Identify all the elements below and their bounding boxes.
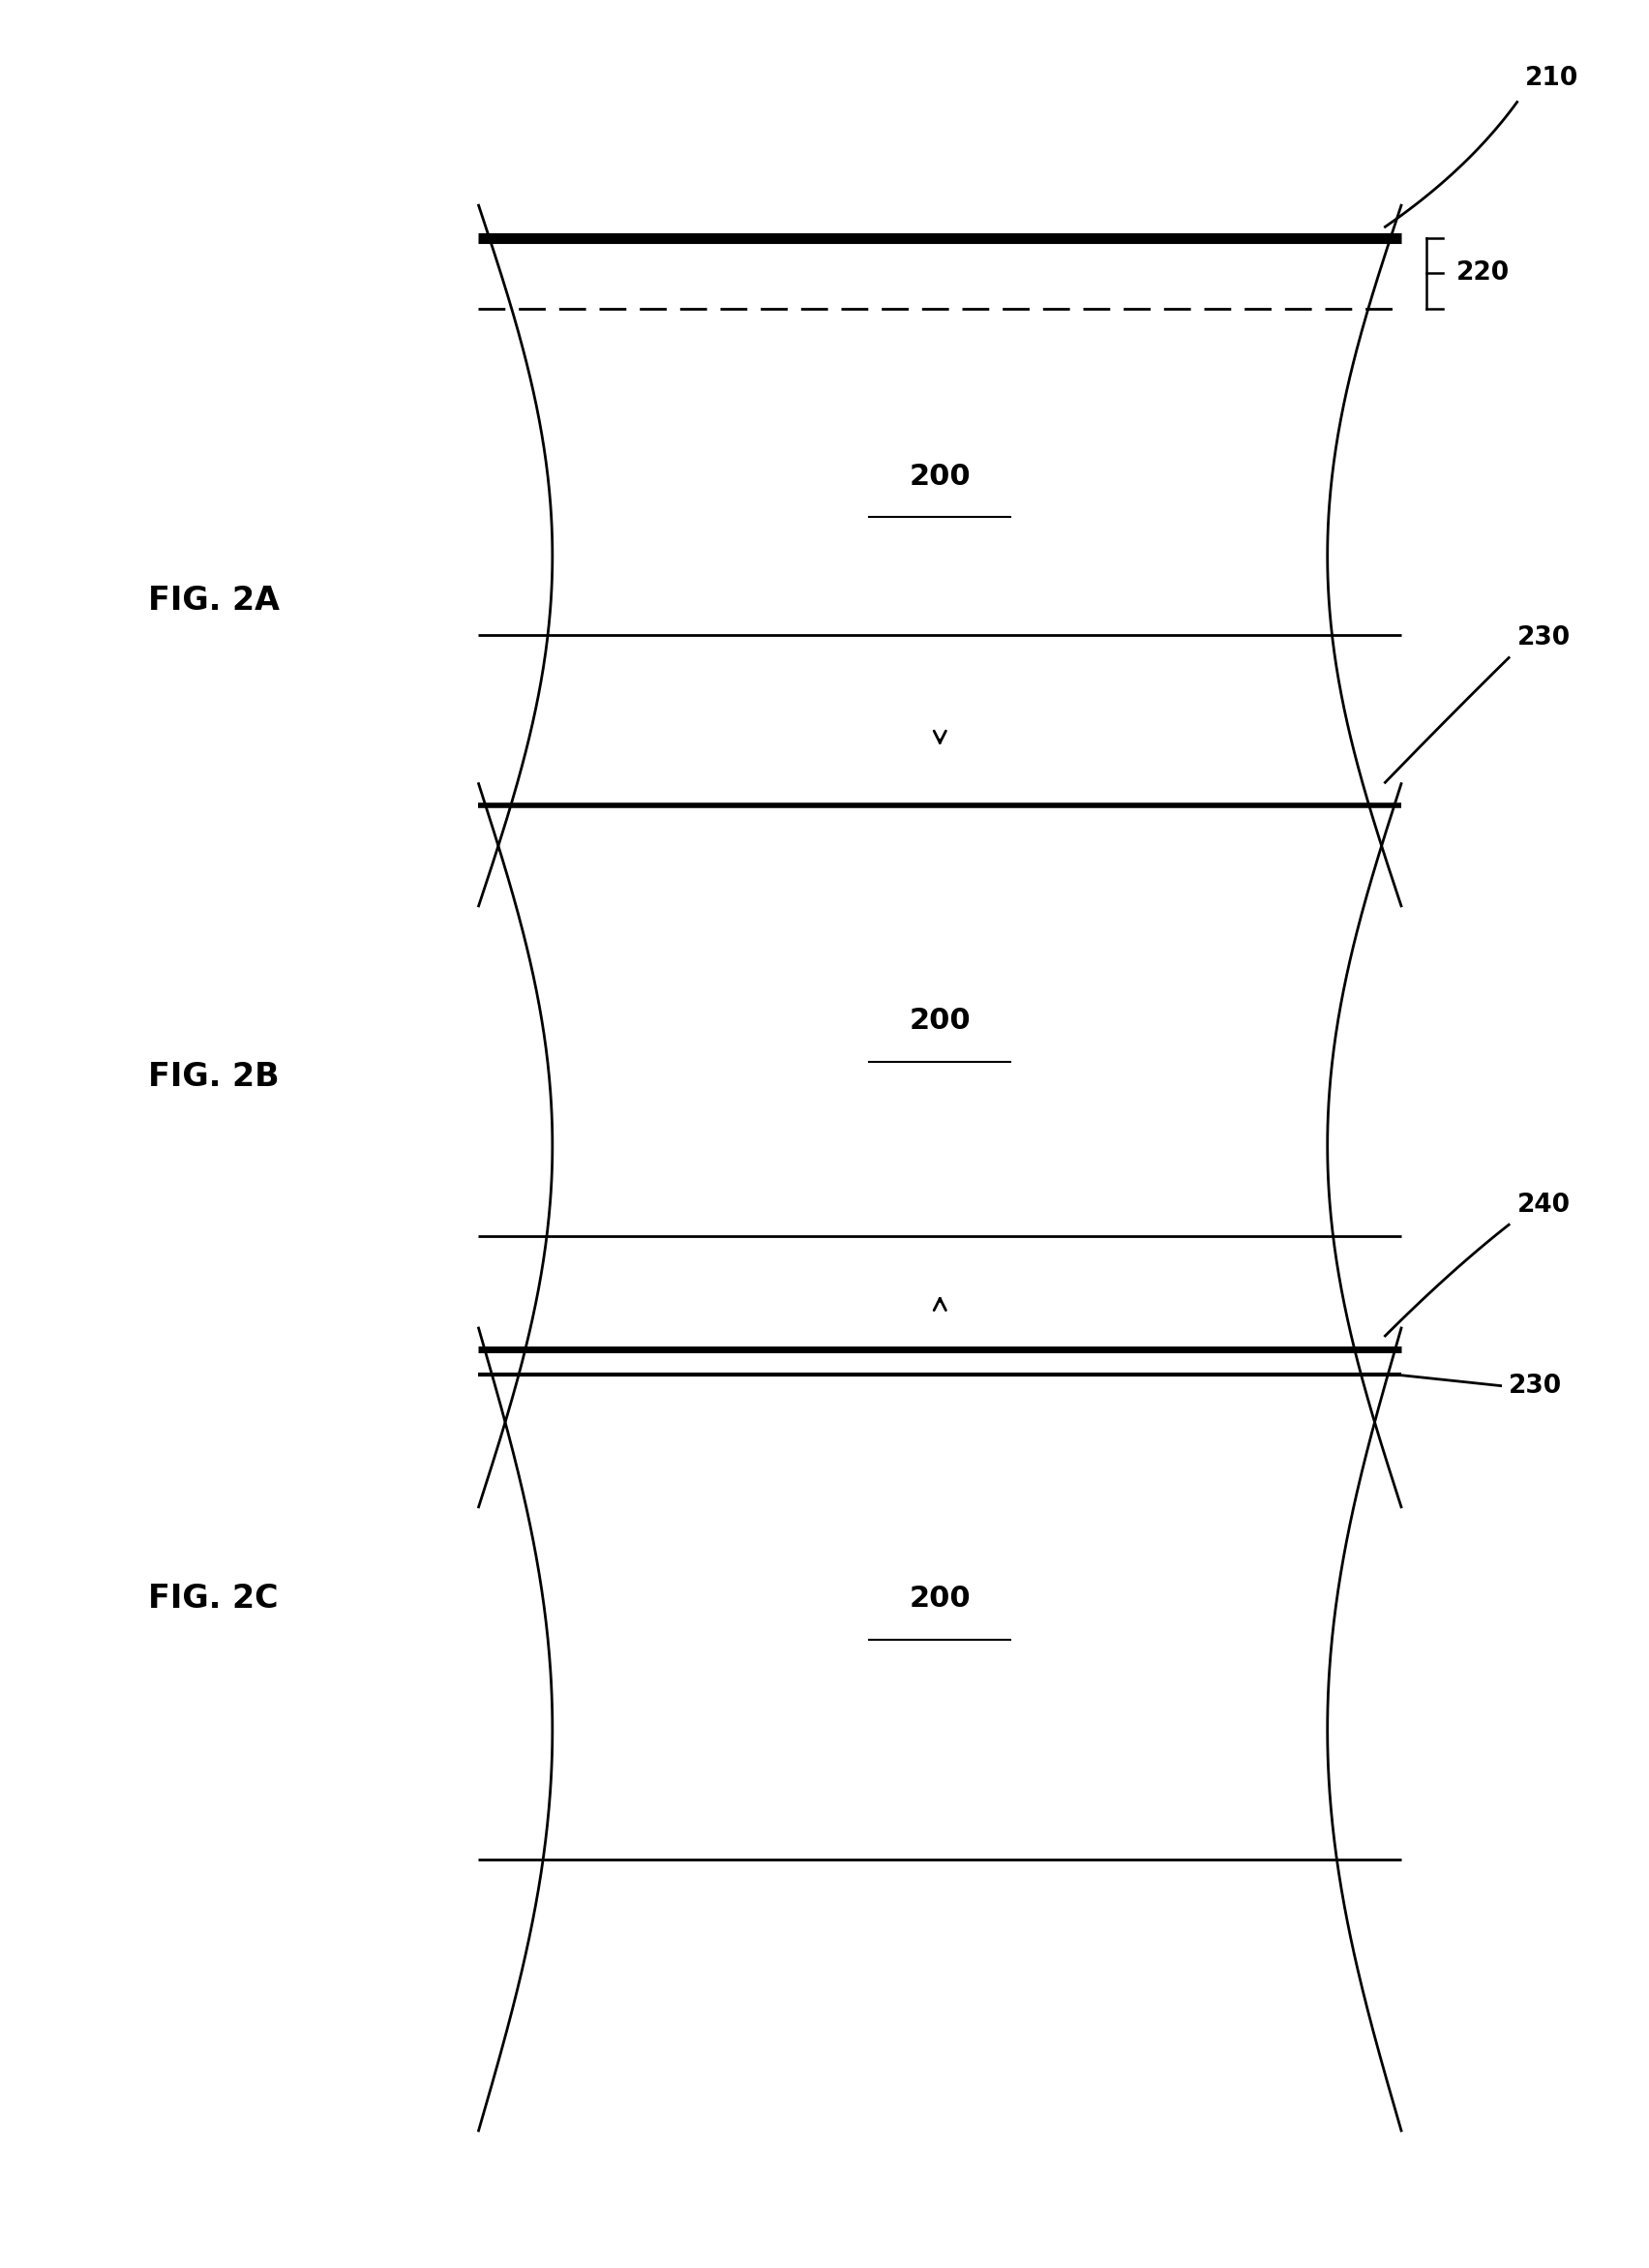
Text: FIG. 2B: FIG. 2B xyxy=(148,1061,280,1093)
Text: 200: 200 xyxy=(909,1585,971,1613)
Text: 220: 220 xyxy=(1456,261,1509,286)
Text: 210: 210 xyxy=(1525,66,1578,91)
Text: 240: 240 xyxy=(1517,1193,1570,1218)
Text: 230: 230 xyxy=(1509,1372,1562,1399)
Text: 200: 200 xyxy=(909,463,971,490)
Text: FIG. 2A: FIG. 2A xyxy=(148,585,280,617)
Text: 230: 230 xyxy=(1517,626,1570,651)
Text: FIG. 2C: FIG. 2C xyxy=(148,1583,279,1615)
Text: 200: 200 xyxy=(909,1007,971,1034)
